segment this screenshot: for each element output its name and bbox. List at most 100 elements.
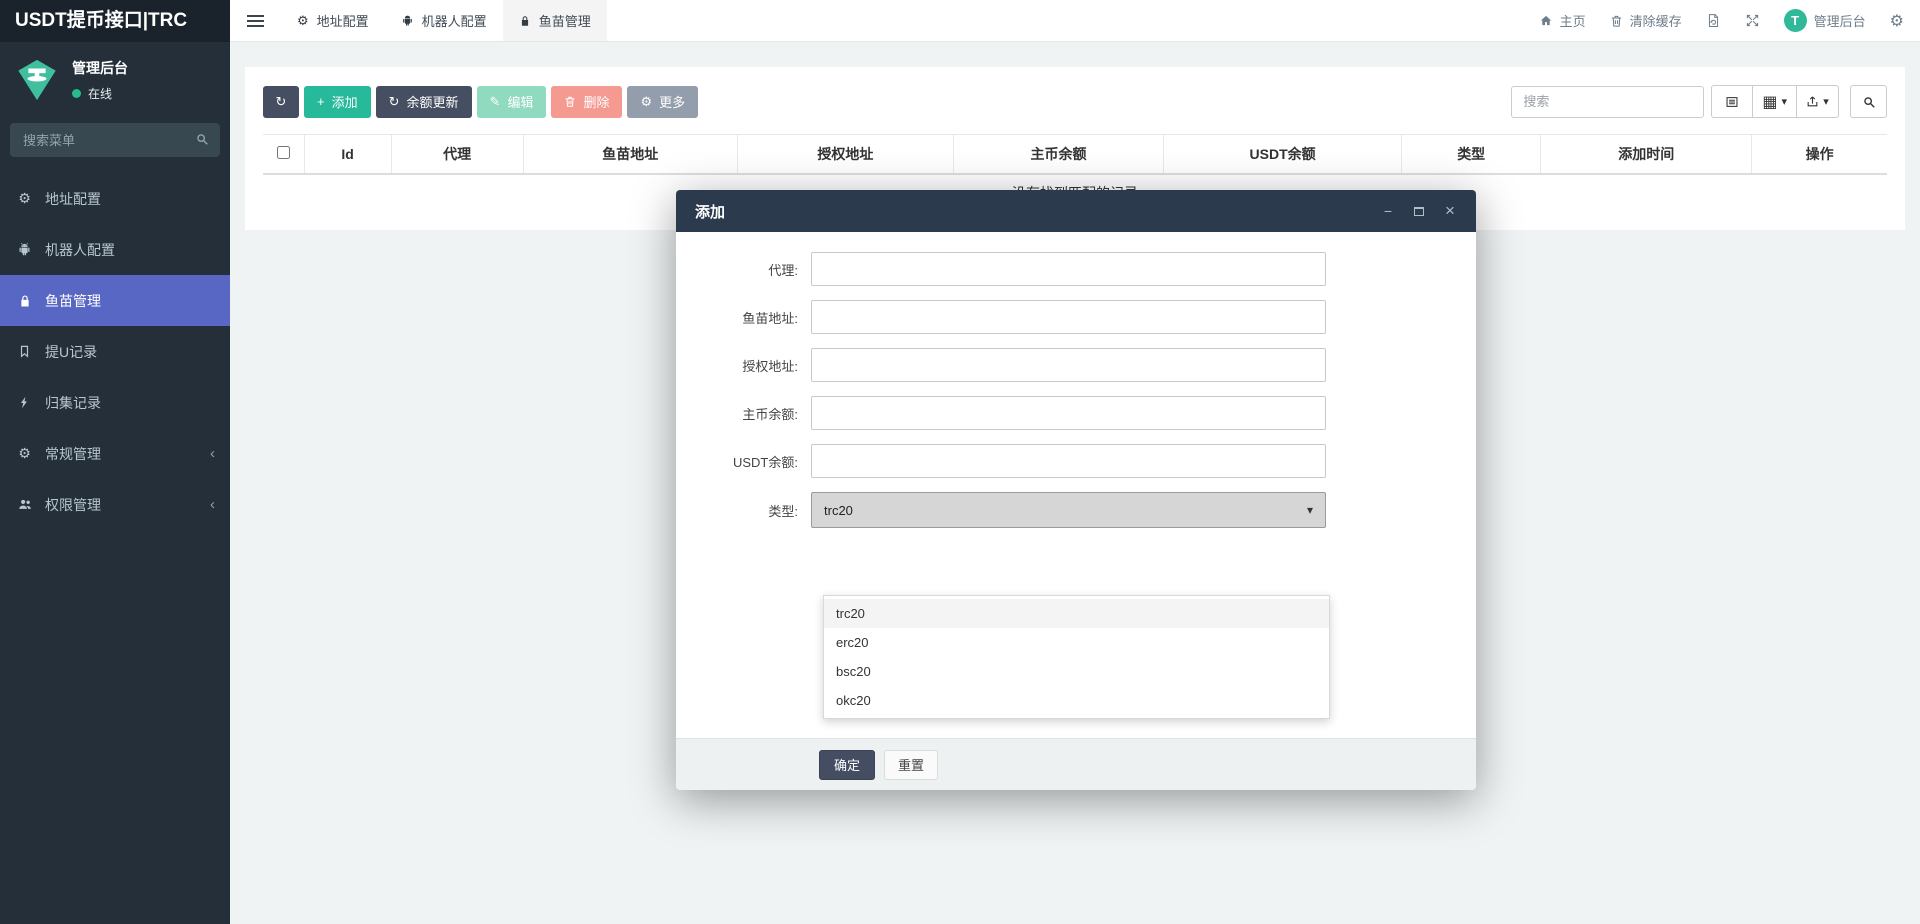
balance-update-button[interactable]: ↻ 余额更新 [375,85,472,118]
more-button[interactable]: ⚙ 更多 [627,85,699,118]
edit-label: 编辑 [507,95,534,110]
detail-view-button[interactable] [1711,85,1754,118]
column-header-type[interactable]: 类型 [1401,134,1542,175]
sidebar-item-label: 归集记录 [45,394,101,411]
export-button[interactable]: ▾ [1797,85,1839,118]
cogs-icon: ⚙ [18,445,31,461]
sidebar-item-permission-management[interactable]: 权限管理 ‹ [0,479,230,530]
sidebar: USDT提币接口|TRC 管理后台 在线 ⚙ 地址配置 [0,0,230,924]
edit-button[interactable]: ✎ 编辑 [476,85,547,118]
column-header-auth-address[interactable]: 授权地址 [736,134,954,175]
sidebar-menu: ⚙ 地址配置 机器人配置 鱼苗管理 [0,173,230,530]
columns-button[interactable]: ▦ ▾ [1753,85,1797,118]
caret-down-icon: ▾ [1823,96,1829,108]
pencil-icon: ✎ [489,93,501,109]
dropdown-option-erc20[interactable]: erc20 [836,635,869,650]
sidebar-item-address-config[interactable]: ⚙ 地址配置 [0,173,230,224]
search-icon [1862,95,1876,109]
gear-icon: ⚙ [640,93,653,109]
tab-address-config[interactable]: ⚙ 地址配置 [281,0,385,41]
plus-icon: + [317,94,325,109]
menu-search-input[interactable] [10,123,220,157]
minimize-icon[interactable]: − [1383,203,1393,219]
column-header-usdt-balance[interactable]: USDT余额 [1163,134,1403,175]
sidebar-item-label: 常规管理 [45,445,101,462]
clear-cache-label: 清除缓存 [1629,14,1682,29]
tab-robot-config[interactable]: 机器人配置 [385,0,503,41]
fry-table: Id 代理 鱼苗地址 授权地址 主币余额 USDT余额 类型 添加时间 操作 没… [263,134,1887,212]
tab-fry-management[interactable]: 鱼苗管理 [502,0,607,41]
admin-menu[interactable]: T 管理后台 [1783,9,1866,32]
gear-icon: ⚙ [18,190,31,206]
clear-cache-link[interactable]: 清除缓存 [1610,11,1682,30]
settings-cogs-icon[interactable]: ⚙ [1889,12,1904,30]
column-header-id[interactable]: Id [303,134,392,175]
top-navbar: ⚙ 地址配置 机器人配置 鱼苗管理 主页 [230,0,1920,42]
sidebar-item-withdraw-records[interactable]: 提U记录 [0,326,230,377]
sidebar-item-robot-config[interactable]: 机器人配置 [0,224,230,275]
table-header-row: Id 代理 鱼苗地址 授权地址 主币余额 USDT余额 类型 添加时间 操作 [263,134,1887,175]
add-label: 添加 [331,95,358,110]
home-link[interactable]: 主页 [1539,11,1586,30]
column-header-action[interactable]: 操作 [1751,134,1887,175]
reset-button[interactable]: 重置 [884,749,939,780]
user-name: 管理后台 [72,60,128,76]
avatar: T [1783,9,1807,32]
home-icon [1539,14,1553,27]
more-label: 更多 [659,95,686,110]
add-dialog-footer: 确定 重置 [676,738,1476,790]
dropdown-option-trc20[interactable]: trc20 [824,599,1329,628]
main-balance-label: 主币余额: [742,406,798,422]
chevron-left-icon: ‹ [210,445,215,462]
trash-icon [1610,14,1623,28]
fullscreen-icon[interactable] [1745,13,1760,28]
dropdown-option-bsc20[interactable]: bsc20 [836,664,871,679]
sidebar-item-label: 权限管理 [45,496,101,513]
dialog-title: 添加 [695,203,726,221]
add-button[interactable]: + 添加 [304,85,371,118]
column-header-fry-address[interactable]: 鱼苗地址 [522,134,738,175]
maximize-icon[interactable] [1412,204,1426,218]
agent-input[interactable] [811,252,1326,286]
search-submit-button[interactable] [1850,85,1887,118]
select-all-checkbox[interactable] [276,145,290,159]
columns-grid-icon: ▦ [1762,93,1778,111]
sidebar-toggle-button[interactable] [230,0,281,41]
tab-label: 地址配置 [316,14,369,29]
column-header-add-time[interactable]: 添加时间 [1540,134,1753,175]
refresh-page-icon[interactable] [1706,13,1721,28]
auth-address-input[interactable] [811,348,1326,382]
android-icon [15,242,34,257]
lock-icon [519,15,531,27]
sidebar-item-fry-management[interactable]: 鱼苗管理 [0,275,230,326]
user-panel: 管理后台 在线 [0,42,230,111]
auth-address-label: 授权地址: [742,358,798,374]
refresh-icon: ↻ [275,93,287,109]
usdt-balance-input[interactable] [811,444,1326,478]
table-search-input[interactable] [1511,85,1705,118]
sidebar-item-collection-records[interactable]: 归集记录 [0,377,230,428]
content-card: ↻ + 添加 ↻ 余额更新 ✎ 编辑 删除 [245,67,1905,230]
lock-icon [15,294,34,308]
add-dialog-header[interactable]: 添加 − × [676,190,1476,232]
admin-name: 管理后台 [1813,14,1866,29]
table-toolbar: ↻ + 添加 ↻ 余额更新 ✎ 编辑 删除 [263,85,1887,118]
confirm-button[interactable]: 确定 [819,749,876,780]
refresh-button[interactable]: ↻ [263,85,299,118]
sidebar-item-general-management[interactable]: ⚙ 常规管理 ‹ [0,428,230,479]
column-header-main-balance[interactable]: 主币余额 [952,134,1165,175]
caret-down-icon: ▾ [1306,503,1313,517]
close-icon[interactable]: × [1445,201,1455,220]
main-balance-input[interactable] [811,396,1326,430]
delete-button[interactable]: 删除 [551,85,623,118]
chevron-left-icon: ‹ [210,496,215,513]
online-dot [72,89,81,98]
tab-label: 鱼苗管理 [538,14,591,29]
type-select[interactable]: trc20 ▾ [811,492,1326,528]
dropdown-option-okc20[interactable]: okc20 [836,693,871,708]
balance-update-label: 余额更新 [406,95,459,110]
fry-address-input[interactable] [811,300,1326,334]
fry-address-label: 鱼苗地址: [742,310,798,326]
column-header-agent[interactable]: 代理 [390,134,524,175]
users-icon [15,497,34,512]
